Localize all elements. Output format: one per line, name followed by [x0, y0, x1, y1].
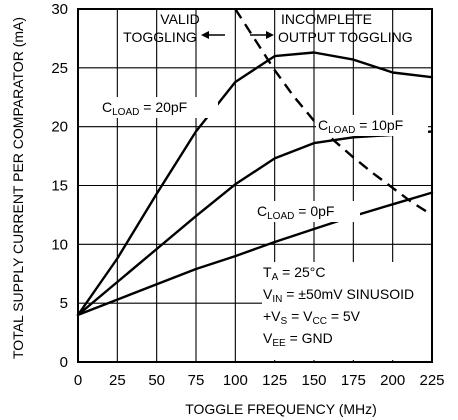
conditions-background: [262, 262, 434, 360]
x-tick-label: 125: [262, 372, 287, 389]
y-tick-label: 25: [51, 60, 68, 77]
incomplete-toggling-note: INCOMPLETE OUTPUT TOGGLING: [278, 11, 413, 45]
condition-line-2-part: +V: [263, 308, 281, 324]
series-label-1-part: LOAD: [328, 125, 355, 136]
y-tick-label: 0: [60, 354, 68, 371]
series-label-2-part: = 0pF: [294, 203, 334, 219]
valid-toggling-note: VALID TOGGLING: [123, 11, 200, 45]
y-tick-label: 10: [51, 236, 68, 253]
series-line-0: [76, 51, 434, 317]
y-tick-label: 5: [60, 295, 68, 312]
condition-line-0-part: = 25°C: [278, 264, 325, 280]
condition-line-1-part: IN: [272, 294, 282, 305]
y-tick-label: 30: [51, 1, 68, 18]
region-arrows: [201, 31, 274, 39]
series-label-2-part: C: [257, 203, 267, 219]
series-label-background: [255, 201, 360, 222]
condition-line-2: +VS = VCC = 5V: [263, 308, 361, 327]
series-label-0-part: = 20pF: [139, 99, 187, 115]
condition-line-0: TA = 25°C: [263, 264, 325, 283]
series-line-1: [76, 130, 434, 317]
condition-line-1-part: = ±50mV SINUSOID: [282, 286, 414, 302]
boundary-dashed-line: [234, 8, 433, 216]
series-label-1: CLOAD = 10pF: [318, 117, 403, 136]
valid-label-line2: TOGGLING: [123, 29, 197, 45]
tick-labels: 0 25 50 75 100 125 150 175 200 225 0 5 10 15 20 25 30: [51, 1, 444, 389]
condition-line-3-part: V: [263, 330, 273, 346]
series-label-0: CLOAD = 20pF: [102, 99, 187, 118]
arrow-right-head: [266, 31, 274, 39]
condition-line-1-part: V: [263, 286, 273, 302]
x-tick-label: 150: [301, 372, 326, 389]
condition-line-3-part: = GND: [286, 330, 333, 346]
arrow-left-head: [201, 31, 209, 39]
series-label-0-part: C: [102, 99, 112, 115]
condition-line-3-part: EE: [272, 338, 286, 349]
series-label-2: CLOAD = 0pF: [257, 203, 334, 222]
condition-line-3: VEE = GND: [263, 330, 333, 349]
x-tick-label: 50: [148, 372, 165, 389]
annotation-backgrounds: [262, 262, 434, 360]
series-label-0-part: LOAD: [112, 107, 139, 118]
x-tick-label: 225: [419, 372, 444, 389]
condition-line-0-part: T: [263, 264, 272, 280]
series-label-2-part: LOAD: [267, 211, 294, 222]
plot-frame: [77, 8, 433, 363]
incomplete-label-line1: INCOMPLETE: [281, 11, 372, 27]
series-label-background: [316, 115, 428, 136]
x-tick-label: 25: [109, 372, 126, 389]
x-tick-label: 75: [188, 372, 205, 389]
y-tick-label: 15: [51, 178, 68, 195]
series-label-background: [100, 97, 218, 118]
condition-line-2-part: S: [281, 316, 288, 327]
y-axis-title: TOTAL SUPPLY CURRENT PER COMPARATOR (mA): [10, 17, 26, 359]
condition-line-2-part: CC: [312, 316, 326, 327]
series-label-1-part: = 10pF: [355, 117, 403, 133]
x-tick-label: 0: [74, 372, 82, 389]
series-line-2: [76, 191, 434, 317]
condition-line-2-part: = 5V: [327, 308, 361, 324]
condition-line-2-part: = V: [287, 308, 313, 324]
incomplete-label-line2: OUTPUT TOGGLING: [278, 29, 413, 45]
series-label-1-part: C: [318, 117, 328, 133]
series-lines: [76, 8, 434, 317]
y-tick-label: 20: [51, 119, 68, 136]
x-tick-label: 100: [223, 372, 248, 389]
condition-line-0-part: A: [272, 272, 279, 283]
x-tick-label: 175: [341, 372, 366, 389]
valid-label-line1: VALID: [160, 11, 199, 27]
x-tick-label: 200: [380, 372, 405, 389]
x-axis-title: TOGGLE FREQUENCY (MHz): [185, 401, 377, 417]
condition-line-1: VIN = ±50mV SINUSOID: [263, 286, 414, 305]
